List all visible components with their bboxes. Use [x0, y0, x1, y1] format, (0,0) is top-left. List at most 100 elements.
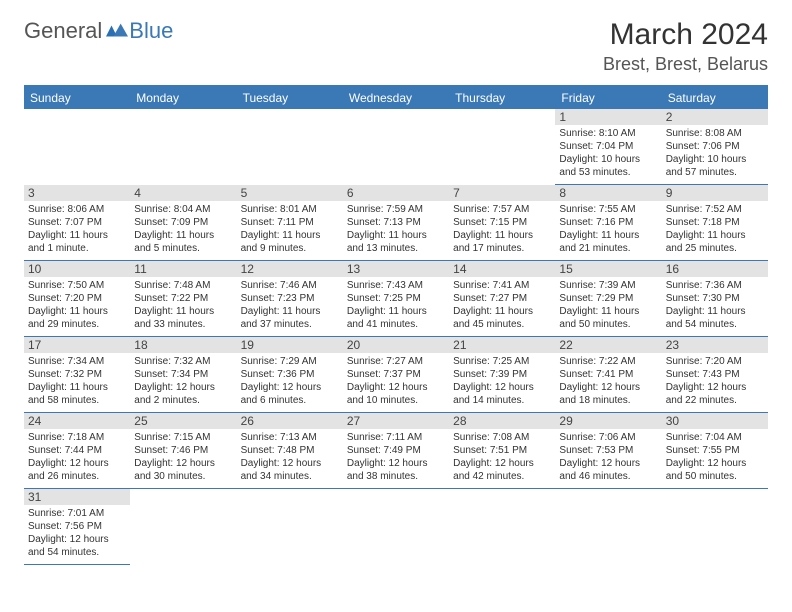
daylight-line: Daylight: 12 hours and 46 minutes. — [559, 457, 657, 483]
daylight-line: Daylight: 11 hours and 29 minutes. — [28, 305, 126, 331]
sunrise-line: Sunrise: 7:34 AM — [28, 355, 126, 368]
calendar-week: 3Sunrise: 8:06 AMSunset: 7:07 PMDaylight… — [24, 185, 768, 261]
day-details: Sunrise: 7:11 AMSunset: 7:49 PMDaylight:… — [347, 431, 445, 483]
sunrise-line: Sunrise: 7:41 AM — [453, 279, 551, 292]
day-number: 24 — [24, 413, 130, 429]
day-number: 20 — [343, 337, 449, 353]
day-details: Sunrise: 7:13 AMSunset: 7:48 PMDaylight:… — [241, 431, 339, 483]
weekday-header: Saturday — [662, 87, 768, 109]
sunset-line: Sunset: 7:29 PM — [559, 292, 657, 305]
sunset-line: Sunset: 7:23 PM — [241, 292, 339, 305]
sunrise-line: Sunrise: 7:15 AM — [134, 431, 232, 444]
day-details: Sunrise: 7:15 AMSunset: 7:46 PMDaylight:… — [134, 431, 232, 483]
weekday-header: Thursday — [449, 87, 555, 109]
sunset-line: Sunset: 7:27 PM — [453, 292, 551, 305]
calendar-day: 20 Sunrise: 7:27 AMSunset: 7:37 PMDayligh… — [343, 337, 449, 413]
calendar-day: 25Sunrise: 7:15 AMSunset: 7:46 PMDayligh… — [130, 413, 236, 489]
calendar-day: 14Sunrise: 7:41 AMSunset: 7:27 PMDayligh… — [449, 261, 555, 337]
calendar-day: 12Sunrise: 7:46 AMSunset: 7:23 PMDayligh… — [237, 261, 343, 337]
calendar-day: 18Sunrise: 7:32 AMSunset: 7:34 PMDayligh… — [130, 337, 236, 413]
day-number: 9 — [662, 185, 768, 201]
day-number: 14 — [449, 261, 555, 277]
daylight-line: Daylight: 12 hours and 10 minutes. — [347, 381, 445, 407]
day-number: 7 — [449, 185, 555, 201]
calendar-day-empty — [24, 109, 130, 185]
day-details: Sunrise: 8:06 AMSunset: 7:07 PMDaylight:… — [28, 203, 126, 255]
sunrise-line: Sunrise: 7:48 AM — [134, 279, 232, 292]
daylight-line: Daylight: 12 hours and 34 minutes. — [241, 457, 339, 483]
sunrise-line: Sunrise: 8:10 AM — [559, 127, 657, 140]
daylight-line: Daylight: 10 hours and 53 minutes. — [559, 153, 657, 179]
day-details: Sunrise: 8:08 AMSunset: 7:06 PMDaylight:… — [666, 127, 764, 179]
sunrise-line: Sunrise: 7:39 AM — [559, 279, 657, 292]
daylight-line: Daylight: 12 hours and 38 minutes. — [347, 457, 445, 483]
calendar-week: 1Sunrise: 8:10 AMSunset: 7:04 PMDaylight… — [24, 109, 768, 185]
daylight-line: Daylight: 12 hours and 22 minutes. — [666, 381, 764, 407]
sunset-line: Sunset: 7:15 PM — [453, 216, 551, 229]
day-number: 22 — [555, 337, 661, 353]
sunrise-line: Sunrise: 7:22 AM — [559, 355, 657, 368]
day-number: 13 — [343, 261, 449, 277]
day-details: Sunrise: 7:55 AMSunset: 7:16 PMDaylight:… — [559, 203, 657, 255]
sunrise-line: Sunrise: 7:20 AM — [666, 355, 764, 368]
calendar-day-empty — [237, 109, 343, 185]
flag-icon — [106, 23, 128, 39]
sunset-line: Sunset: 7:41 PM — [559, 368, 657, 381]
day-number: 16 — [662, 261, 768, 277]
weekday-header: Sunday — [24, 87, 130, 109]
sunrise-line: Sunrise: 7:13 AM — [241, 431, 339, 444]
sunset-line: Sunset: 7:22 PM — [134, 292, 232, 305]
day-details: Sunrise: 7:25 AMSunset: 7:39 PMDaylight:… — [453, 355, 551, 407]
day-details: Sunrise: 7:48 AMSunset: 7:22 PMDaylight:… — [134, 279, 232, 331]
sunset-line: Sunset: 7:13 PM — [347, 216, 445, 229]
sunrise-line: Sunrise: 7:57 AM — [453, 203, 551, 216]
day-number: 29 — [555, 413, 661, 429]
day-number: 30 — [662, 413, 768, 429]
day-details: Sunrise: 7:43 AMSunset: 7:25 PMDaylight:… — [347, 279, 445, 331]
logo-text-general: General — [24, 18, 102, 44]
day-number: 5 — [237, 185, 343, 201]
calendar: SundayMondayTuesdayWednesdayThursdayFrid… — [24, 85, 768, 565]
calendar-day: 24Sunrise: 7:18 AMSunset: 7:44 PMDayligh… — [24, 413, 130, 489]
daylight-line: Daylight: 11 hours and 25 minutes. — [666, 229, 764, 255]
calendar-week: 10Sunrise: 7:50 AMSunset: 7:20 PMDayligh… — [24, 261, 768, 337]
daylight-line: Daylight: 11 hours and 9 minutes. — [241, 229, 339, 255]
sunset-line: Sunset: 7:07 PM — [28, 216, 126, 229]
calendar-day: 15Sunrise: 7:39 AMSunset: 7:29 PMDayligh… — [555, 261, 661, 337]
sunrise-line: Sunrise: 7:06 AM — [559, 431, 657, 444]
sunrise-line: Sunrise: 7:04 AM — [666, 431, 764, 444]
day-details: Sunrise: 7:27 AMSunset: 7:37 PMDaylight:… — [347, 355, 445, 407]
day-number: 18 — [130, 337, 236, 353]
month-title: March 2024 — [603, 18, 768, 52]
day-details: Sunrise: 7:08 AMSunset: 7:51 PMDaylight:… — [453, 431, 551, 483]
sunrise-line: Sunrise: 7:43 AM — [347, 279, 445, 292]
sunrise-line: Sunrise: 8:01 AM — [241, 203, 339, 216]
calendar-day-empty — [555, 489, 661, 565]
sunrise-line: Sunrise: 8:06 AM — [28, 203, 126, 216]
calendar-week: 17Sunrise: 7:34 AMSunset: 7:32 PMDayligh… — [24, 337, 768, 413]
day-number: 2 — [662, 109, 768, 125]
location: Brest, Brest, Belarus — [603, 54, 768, 75]
sunrise-line: Sunrise: 7:52 AM — [666, 203, 764, 216]
calendar-day: 5Sunrise: 8:01 AMSunset: 7:11 PMDaylight… — [237, 185, 343, 261]
day-number: 26 — [237, 413, 343, 429]
calendar-grid: 1Sunrise: 8:10 AMSunset: 7:04 PMDaylight… — [24, 109, 768, 565]
day-details: Sunrise: 7:22 AMSunset: 7:41 PMDaylight:… — [559, 355, 657, 407]
calendar-day: 27Sunrise: 7:11 AMSunset: 7:49 PMDayligh… — [343, 413, 449, 489]
day-details: Sunrise: 8:04 AMSunset: 7:09 PMDaylight:… — [134, 203, 232, 255]
daylight-line: Daylight: 11 hours and 17 minutes. — [453, 229, 551, 255]
sunset-line: Sunset: 7:36 PM — [241, 368, 339, 381]
calendar-day: 26 Sunrise: 7:13 AMSunset: 7:48 PMDayligh… — [237, 413, 343, 489]
day-details: Sunrise: 7:57 AMSunset: 7:15 PMDaylight:… — [453, 203, 551, 255]
weekday-header: Wednesday — [343, 87, 449, 109]
sunrise-line: Sunrise: 7:36 AM — [666, 279, 764, 292]
daylight-line: Daylight: 11 hours and 1 minute. — [28, 229, 126, 255]
sunset-line: Sunset: 7:43 PM — [666, 368, 764, 381]
sunrise-line: Sunrise: 7:18 AM — [28, 431, 126, 444]
daylight-line: Daylight: 11 hours and 58 minutes. — [28, 381, 126, 407]
sunset-line: Sunset: 7:56 PM — [28, 520, 126, 533]
calendar-day-empty — [449, 489, 555, 565]
calendar-day: 3Sunrise: 8:06 AMSunset: 7:07 PMDaylight… — [24, 185, 130, 261]
daylight-line: Daylight: 12 hours and 26 minutes. — [28, 457, 126, 483]
daylight-line: Daylight: 11 hours and 13 minutes. — [347, 229, 445, 255]
